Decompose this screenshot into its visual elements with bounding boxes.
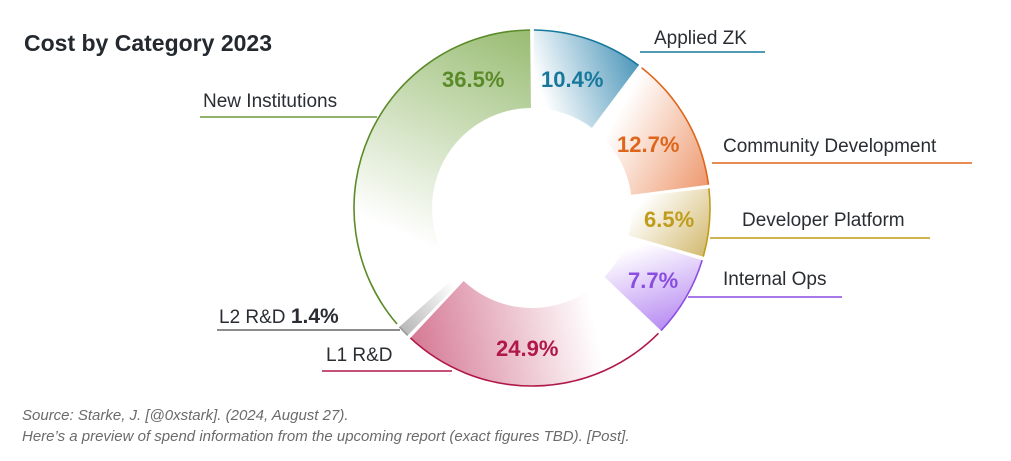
- slice-edge: [660, 259, 703, 332]
- slice-edge: [353, 29, 531, 325]
- value-developer-platform: 6.5%: [644, 207, 695, 232]
- label-new-institutions: New Institutions: [203, 91, 338, 112]
- chart-title: Cost by Category 2023: [24, 30, 272, 56]
- value-internal-ops: 7.7%: [628, 268, 679, 293]
- value-community-development: 12.7%: [617, 132, 680, 157]
- slice-developer-platform: [628, 188, 710, 257]
- label-l2-rnd: L2 R&D 1.4%: [219, 305, 339, 329]
- slice-edge: [702, 188, 711, 257]
- slice-edge: [409, 332, 659, 387]
- slice-l2-r-d: [399, 274, 463, 336]
- label-l2-rnd-value: 1.4%: [290, 305, 339, 328]
- slice-l1-r-d: [410, 278, 659, 386]
- slice-edge: [533, 29, 640, 67]
- source-note: Source: Starke, J. [@0xstark]. (2024, Au…: [22, 405, 630, 447]
- value-l1-rnd: 24.9%: [496, 336, 559, 361]
- slice-community-development: [593, 67, 709, 195]
- label-developer-platform: Developer Platform: [742, 210, 905, 231]
- value-new-institutions: 36.5%: [442, 67, 505, 92]
- source-line-1: Source: Starke, J. [@0xstark]. (2024, Au…: [22, 407, 349, 424]
- slice-new-institutions: [354, 30, 531, 324]
- slice-edge: [641, 67, 710, 185]
- slice-applied-zk: [533, 30, 639, 128]
- slice-edge: [398, 326, 409, 336]
- label-internal-ops: Internal Ops: [723, 269, 827, 290]
- label-applied-zk: Applied ZK: [654, 28, 747, 49]
- slice-internal-ops: [604, 237, 703, 331]
- label-community-development: Community Development: [723, 136, 937, 157]
- label-l2-rnd-name: L2 R&D: [219, 307, 286, 328]
- value-applied-zk: 10.4%: [541, 67, 604, 92]
- label-l1-rnd: L1 R&D: [326, 345, 393, 366]
- source-line-2: Here’s a preview of spend information fr…: [22, 428, 630, 445]
